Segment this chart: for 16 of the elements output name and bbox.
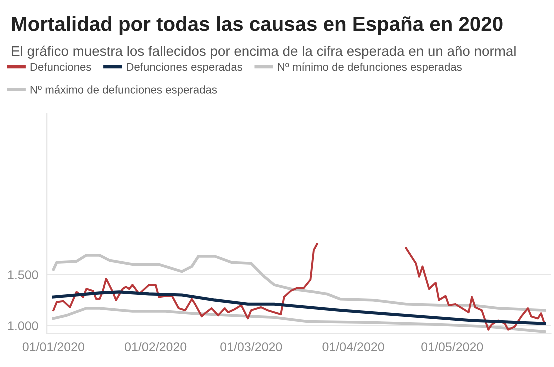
legend-label: Nº mínimo de defunciones esperadas [278, 62, 462, 74]
legend-label: Defunciones [30, 62, 92, 72]
chart-subtitle: El gráfico muestra los fallecidos por encima de la cifra esperada en un año normal [12, 46, 516, 59]
x-tick-label: 01/01/2020 [22, 342, 84, 352]
legend-label: Defunciones esperadas [127, 62, 243, 74]
legend-label: Nº máximo de defunciones esperadas [30, 86, 218, 96]
chart-title: Mortalidad por todas las causas en España en 2020 [12, 16, 503, 36]
x-tick-label: 01/03/2020 [220, 342, 282, 352]
x-tick-label: 01/02/2020 [125, 342, 187, 352]
x-tick-label: 01/04/2020 [322, 342, 384, 352]
x-tick-label: 01/05/2020 [422, 342, 484, 352]
line-series [52, 254, 546, 312]
y-tick-label: 1.000 [8, 322, 38, 330]
line-series [52, 290, 546, 326]
y-tick-label: 1.500 [8, 270, 38, 280]
line-series [52, 307, 546, 334]
